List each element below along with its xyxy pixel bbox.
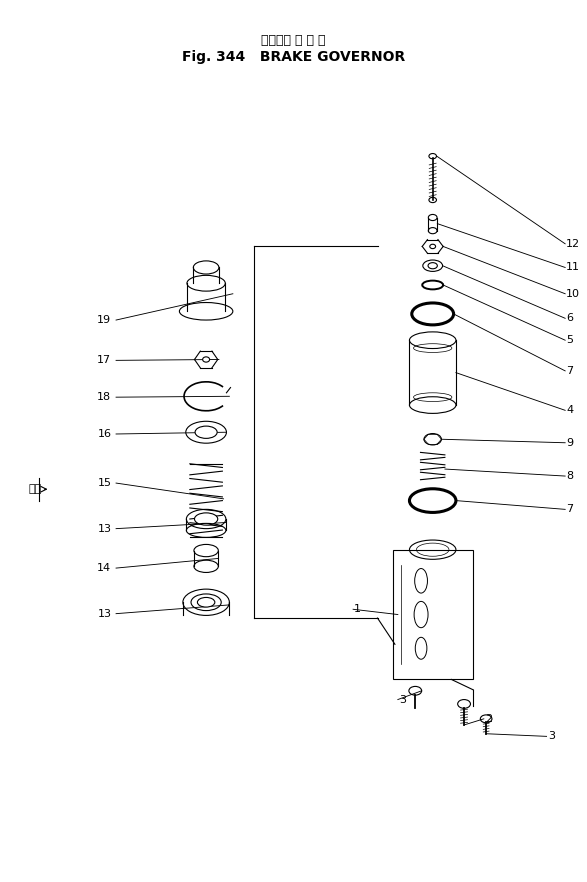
Ellipse shape (430, 244, 436, 249)
Ellipse shape (194, 512, 218, 525)
Ellipse shape (197, 597, 215, 607)
Ellipse shape (415, 638, 427, 659)
Text: 11: 11 (566, 263, 581, 273)
Text: 17: 17 (97, 355, 112, 365)
Text: 6: 6 (566, 313, 573, 324)
Ellipse shape (195, 426, 217, 438)
Text: 4: 4 (566, 406, 573, 415)
Text: Fig. 344   BRAKE GOVERNOR: Fig. 344 BRAKE GOVERNOR (181, 50, 405, 64)
Text: 7: 7 (566, 366, 573, 376)
Text: ブレーキ ガ バ ナ: ブレーキ ガ バ ナ (261, 34, 326, 47)
Text: 13: 13 (97, 524, 112, 534)
Text: 15: 15 (97, 478, 112, 488)
Text: 前方: 前方 (28, 484, 41, 494)
Ellipse shape (428, 263, 437, 269)
Text: 18: 18 (97, 392, 112, 402)
Text: 12: 12 (566, 239, 581, 249)
Text: 10: 10 (566, 288, 581, 299)
Text: 8: 8 (566, 471, 573, 481)
Ellipse shape (203, 357, 210, 363)
Text: 19: 19 (97, 315, 112, 325)
Text: 5: 5 (566, 335, 573, 345)
Text: 3: 3 (399, 694, 406, 705)
Text: 14: 14 (97, 563, 112, 573)
Ellipse shape (414, 602, 428, 628)
Text: 16: 16 (97, 429, 112, 439)
Text: 7: 7 (566, 505, 573, 514)
Text: 1: 1 (355, 604, 361, 614)
Text: 9: 9 (566, 437, 573, 448)
Text: 13: 13 (97, 609, 112, 618)
Text: 3: 3 (548, 731, 555, 742)
Text: 2: 2 (485, 714, 492, 724)
Bar (393, 549, 473, 679)
Ellipse shape (414, 569, 427, 593)
